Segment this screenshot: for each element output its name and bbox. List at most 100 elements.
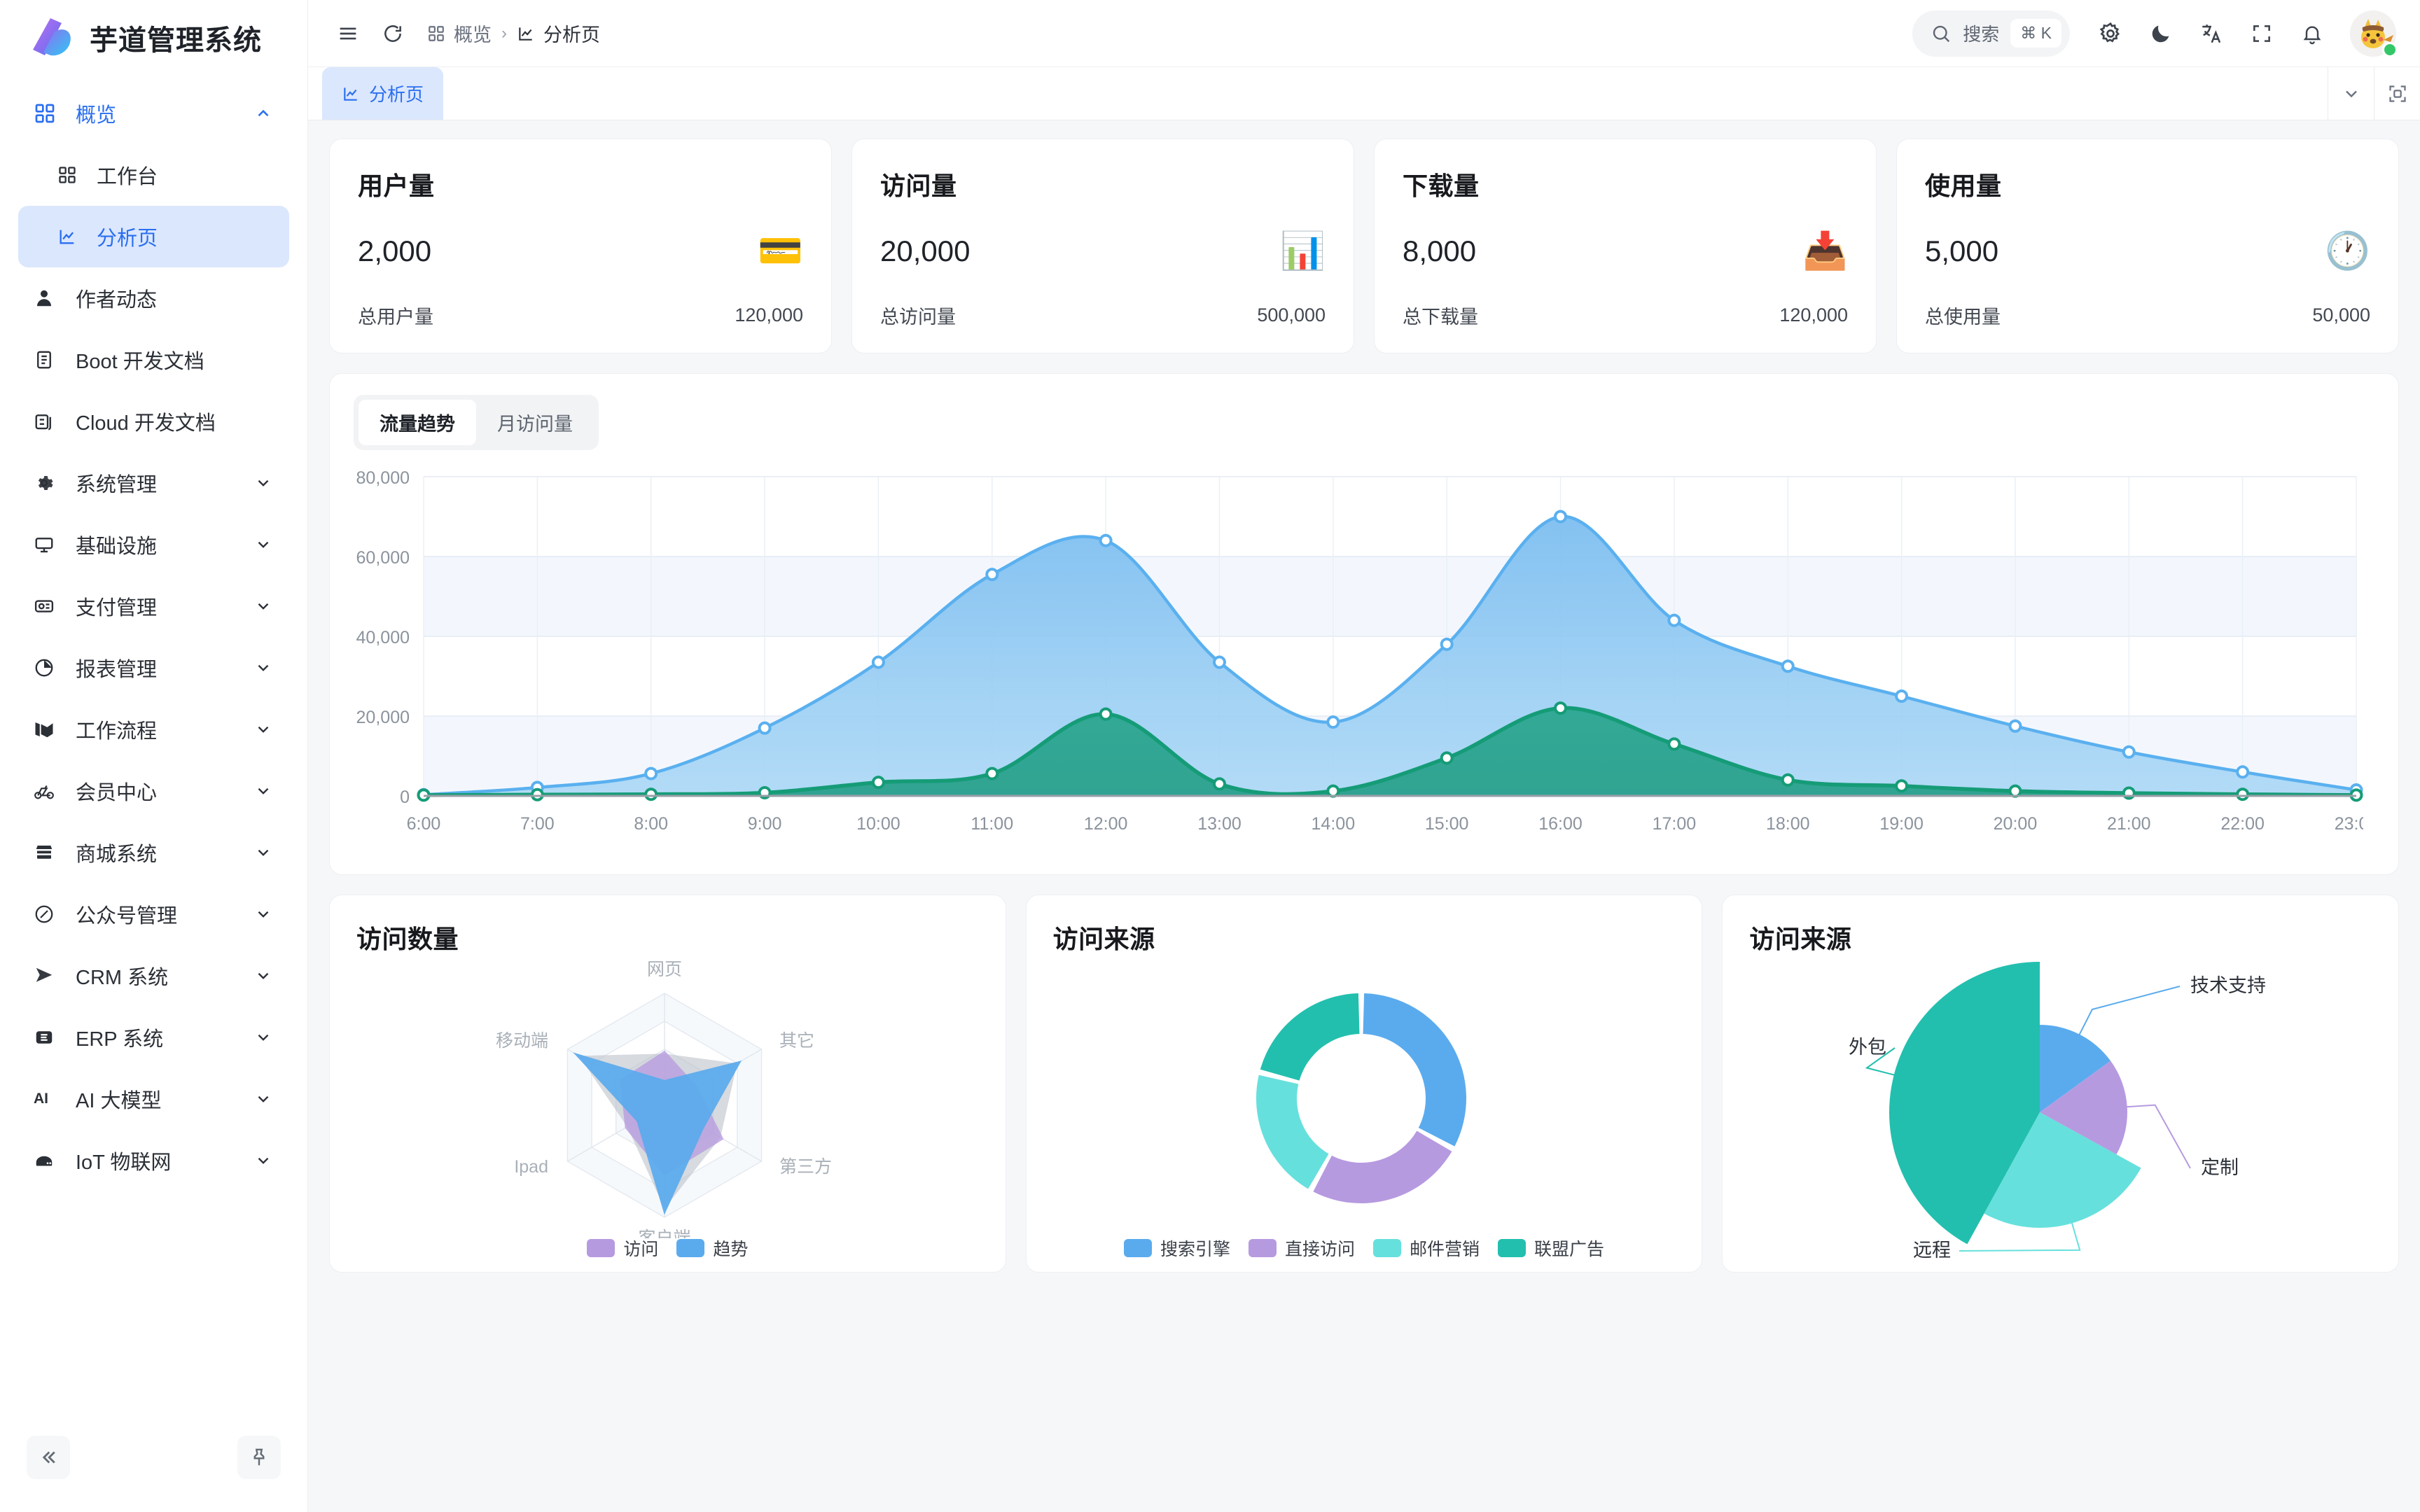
svg-text:15:00: 15:00 <box>1425 814 1469 834</box>
brand[interactable]: 芋道管理系统 <box>0 0 307 73</box>
sidebar-item-reports[interactable]: 报表管理 <box>18 637 289 699</box>
tab-monthly-visits[interactable]: 月访问量 <box>497 414 573 435</box>
sidebar-item-label: 作者动态 <box>76 289 158 312</box>
svg-text:18:00: 18:00 <box>1766 814 1810 834</box>
expand-icon[interactable] <box>2239 11 2284 56</box>
main-area: 概览 › 分析页 搜索 ⌘ K <box>308 0 2420 1512</box>
chevron-up-icon[interactable] <box>253 103 274 124</box>
legend-item-trend[interactable]: 趋势 <box>676 1236 748 1261</box>
svg-text:40,000: 40,000 <box>356 628 410 648</box>
breadcrumb-separator: › <box>501 23 507 43</box>
sidebar-item-author[interactable]: 作者动态 <box>18 267 289 329</box>
svg-text:技术支持: 技术支持 <box>2190 975 2266 996</box>
sidebar-item-iot[interactable]: IoT 物联网 <box>18 1130 289 1191</box>
stat-card-usage: 使用量 5,000 🕐 总使用量 50,000 <box>1896 139 2399 354</box>
maximize-icon[interactable] <box>2374 67 2420 120</box>
sidebar-item-mp[interactable]: 公众号管理 <box>18 883 289 945</box>
chevron-down-icon[interactable] <box>253 1088 274 1110</box>
sidebar-item-cloud-docs[interactable]: Cloud 开发文档 <box>18 391 289 452</box>
sidebar-item-erp[interactable]: ERP 系统 <box>18 1007 289 1068</box>
stat-foot-label: 总下载量 <box>1403 307 1478 328</box>
chevron-down-icon[interactable] <box>253 842 274 863</box>
compass-icon <box>34 904 63 925</box>
sidebar-item-label: 概览 <box>76 104 117 127</box>
legend-item-direct[interactable]: 直接访问 <box>1248 1236 1355 1261</box>
chevron-down-icon[interactable] <box>253 1027 274 1048</box>
chevron-down-icon[interactable] <box>253 965 274 986</box>
stat-foot-label: 总使用量 <box>1925 307 2001 328</box>
chevron-down-icon[interactable] <box>253 596 274 617</box>
shop-icon <box>34 842 63 863</box>
legend-item-search[interactable]: 搜索引擎 <box>1123 1236 1230 1261</box>
sidebar-item-crm[interactable]: CRM 系统 <box>18 945 289 1007</box>
refresh-icon[interactable] <box>377 18 409 50</box>
sidebar-item-payment[interactable]: 支付管理 <box>18 575 289 637</box>
breadcrumb-item-overview[interactable]: 概览 <box>427 20 492 47</box>
visit-count-card: 访问数量 网页 其它 第三方 客户端 Ipad 移动端 访问 趋势 <box>329 895 1006 1273</box>
sidebar-item-analysis[interactable]: 分析页 <box>18 206 289 267</box>
svg-text:其它: 其它 <box>779 1031 814 1051</box>
svg-text:网页: 网页 <box>647 960 682 979</box>
sidebar-item-workflow[interactable]: 工作流程 <box>18 699 289 760</box>
stat-foot-label: 总用户量 <box>358 307 433 328</box>
topbar: 概览 › 分析页 搜索 ⌘ K <box>308 0 2420 67</box>
sidebar-item-system[interactable]: 系统管理 <box>18 452 289 514</box>
legend-swatch <box>587 1239 616 1257</box>
sidebar-item-workbench[interactable]: 工作台 <box>18 144 289 206</box>
chevron-down-icon[interactable] <box>253 780 274 802</box>
chevron-down-icon[interactable] <box>253 904 274 925</box>
svg-text:外包: 外包 <box>1849 1037 1886 1058</box>
stat-title: 下载量 <box>1403 172 1480 200</box>
chevron-down-icon[interactable] <box>253 657 274 678</box>
stat-value: 20,000 <box>880 234 971 267</box>
svg-text:远程: 远程 <box>1913 1240 1951 1261</box>
sidebar-item-ai[interactable]: AI AI 大模型 <box>18 1068 289 1130</box>
tab-traffic-trend[interactable]: 流量趋势 <box>359 400 476 445</box>
monitor-icon <box>34 534 63 555</box>
payment-icon <box>34 596 63 617</box>
stat-card-users: 用户量 2,000 💳 总用户量 120,000 <box>329 139 832 354</box>
avatar[interactable] <box>2350 10 2398 57</box>
sidebar-menu: 概览 工作台 分析页 作者动态 Boot 开发文档 <box>0 73 307 1421</box>
search-input[interactable]: 搜索 ⌘ K <box>1912 10 2070 57</box>
chevron-down-icon[interactable] <box>253 472 274 493</box>
legend-label: 联盟广告 <box>1534 1240 1605 1259</box>
pin-icon[interactable] <box>237 1436 281 1479</box>
collapse-left-icon[interactable] <box>27 1436 70 1479</box>
search-placeholder: 搜索 <box>1963 24 2000 45</box>
sidebar-item-overview[interactable]: 概览 <box>18 83 289 144</box>
ai-icon: AI <box>34 1091 48 1107</box>
bell-icon[interactable] <box>2290 11 2335 56</box>
grid-icon <box>57 165 84 185</box>
tabs-dropdown-chevron-down-icon[interactable] <box>2328 67 2374 120</box>
legend-item-visit[interactable]: 访问 <box>587 1236 658 1261</box>
brand-title: 芋道管理系统 <box>90 25 262 56</box>
svg-text:9:00: 9:00 <box>748 814 782 834</box>
settings-gear-icon[interactable] <box>2088 11 2133 56</box>
legend-item-email[interactable]: 邮件营销 <box>1373 1236 1480 1261</box>
sidebar-item-label: ERP 系统 <box>76 1028 164 1051</box>
sidebar-item-mall[interactable]: 商城系统 <box>18 822 289 883</box>
svg-text:12:00: 12:00 <box>1084 814 1128 834</box>
chevron-down-icon[interactable] <box>253 719 274 740</box>
stat-title: 用户量 <box>358 172 435 200</box>
sidebar-item-boot-docs[interactable]: Boot 开发文档 <box>18 329 289 391</box>
tab-analysis[interactable]: 分析页 <box>322 67 444 120</box>
breadcrumb-label: 分析页 <box>543 24 600 46</box>
legend-label: 直接访问 <box>1284 1240 1355 1259</box>
legend-label: 搜索引擎 <box>1160 1240 1230 1259</box>
sidebar-item-label: 工作台 <box>97 166 158 188</box>
svg-text:20:00: 20:00 <box>1994 814 2038 834</box>
translate-icon[interactable] <box>2189 11 2234 56</box>
moon-icon[interactable] <box>2139 11 2183 56</box>
chevron-down-icon[interactable] <box>253 534 274 555</box>
sidebar-item-infra[interactable]: 基础设施 <box>18 514 289 575</box>
breadcrumb-item-analysis[interactable]: 分析页 <box>517 20 600 47</box>
chevron-down-icon[interactable] <box>253 1150 274 1171</box>
tab-label: 分析页 <box>369 84 424 105</box>
hamburger-icon[interactable] <box>332 18 364 50</box>
sidebar-item-member[interactable]: 会员中心 <box>18 760 289 822</box>
legend-item-alliance[interactable]: 联盟广告 <box>1498 1236 1604 1261</box>
sidebar-item-label: Boot 开发文档 <box>76 351 204 373</box>
